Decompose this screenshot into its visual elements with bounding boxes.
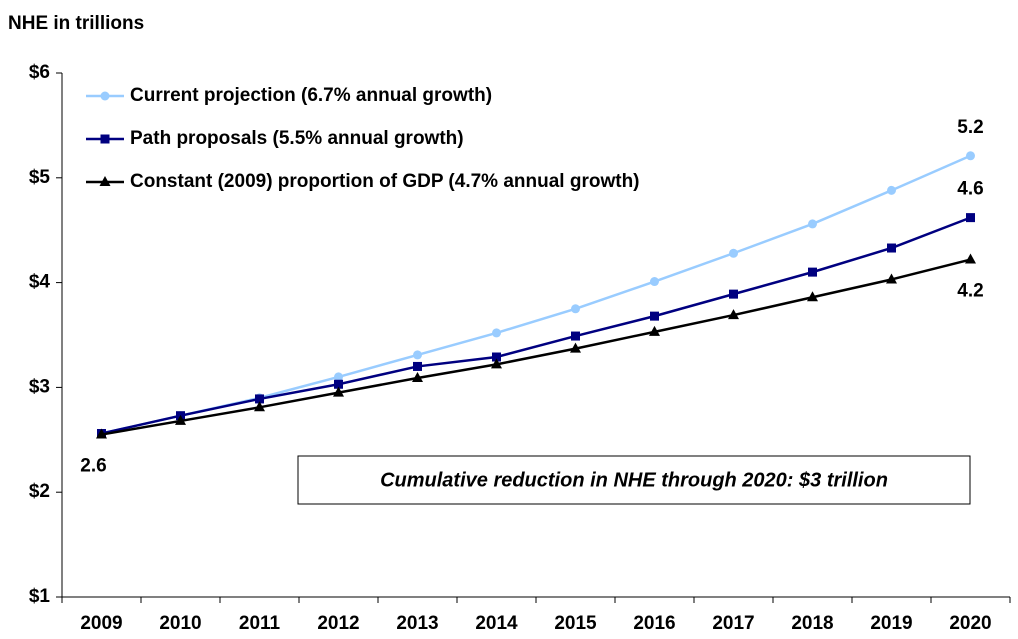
point: [333, 386, 344, 397]
annotation-box: [297, 455, 971, 505]
point: [965, 253, 976, 264]
legend-label: Constant (2009) proportion of GDP (4.7% …: [130, 171, 640, 192]
data-label: 2.6: [80, 456, 106, 477]
annotation: Cumulative reduction in NHE through 2020…: [380, 469, 888, 491]
point: [887, 185, 896, 195]
x-tick-label: 2019: [870, 613, 912, 634]
point: [413, 361, 422, 371]
point: [412, 371, 423, 382]
point: [334, 379, 343, 389]
point: [887, 243, 896, 253]
x-tick-label: 2011: [239, 613, 281, 634]
point: [571, 331, 580, 341]
point: [728, 309, 739, 320]
point: [729, 289, 738, 299]
point: [808, 219, 817, 229]
point: [808, 267, 817, 277]
point: [966, 213, 975, 223]
legend-label: Path proposals (5.5% annual growth): [130, 128, 464, 149]
x-tick-label: 2010: [159, 613, 201, 634]
point: [650, 277, 659, 287]
point: [492, 328, 501, 338]
point: [492, 352, 501, 362]
point: [413, 350, 422, 360]
point: [100, 134, 110, 144]
y-tick-label: $5: [29, 167, 51, 188]
x-tick-label: 2018: [791, 613, 833, 634]
point: [886, 273, 897, 284]
point: [96, 428, 107, 439]
data-label: 4.2: [957, 281, 983, 302]
x-tick-label: 2017: [712, 613, 754, 634]
point: [99, 176, 111, 186]
series-line: [101, 154, 972, 435]
x-tick-label: 2016: [633, 613, 675, 634]
x-tick-label: 2015: [554, 613, 597, 634]
point: [254, 401, 265, 412]
y-tick-label: $2: [29, 481, 50, 502]
y-tick-label: $4: [29, 272, 51, 293]
point: [100, 91, 110, 101]
point: [334, 372, 343, 382]
y-tick-label: $1: [29, 586, 51, 607]
data-label: 4.6: [957, 179, 983, 200]
y-tick-label: $3: [29, 376, 50, 397]
chart-title: NHE in trillions: [8, 13, 144, 34]
point: [491, 358, 502, 369]
point: [175, 414, 186, 425]
point: [255, 394, 264, 404]
point: [649, 325, 660, 336]
point: [571, 304, 580, 314]
point: [570, 342, 581, 353]
point: [650, 311, 659, 321]
point: [807, 291, 818, 302]
point: [729, 248, 738, 258]
point: [966, 151, 975, 161]
series-line: [101, 258, 971, 436]
x-tick-label: 2020: [949, 613, 991, 634]
x-tick-label: 2014: [475, 613, 518, 634]
x-tick-label: 2012: [317, 613, 359, 634]
data-label: 5.2: [957, 117, 983, 138]
x-tick-label: 2013: [396, 613, 438, 634]
series-line: [101, 216, 971, 435]
x-tick-label: 2009: [80, 613, 122, 634]
y-tick-label: $6: [29, 62, 50, 83]
legend-label: Current projection (6.7% annual growth): [130, 85, 492, 106]
